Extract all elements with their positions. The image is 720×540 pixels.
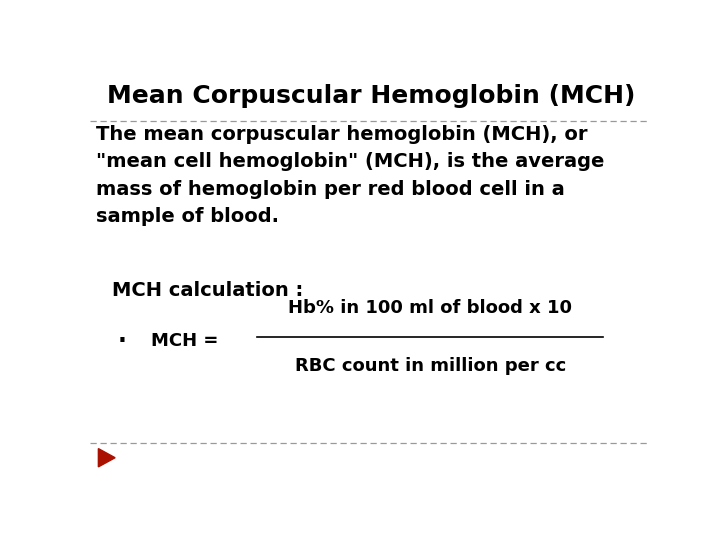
Text: Mean Corpuscular Hemoglobin (MCH): Mean Corpuscular Hemoglobin (MCH)	[107, 84, 635, 107]
Polygon shape	[99, 449, 115, 467]
Text: MCH calculation :: MCH calculation :	[112, 281, 304, 300]
Text: The mean corpuscular hemoglobin (MCH), or
"mean cell hemoglobin" (MCH), is the a: The mean corpuscular hemoglobin (MCH), o…	[96, 125, 604, 226]
Text: RBC count in million per cc: RBC count in million per cc	[294, 357, 566, 375]
Text: MCH =: MCH =	[151, 332, 219, 350]
Text: ·: ·	[118, 329, 127, 353]
Text: Hb% in 100 ml of blood x 10: Hb% in 100 ml of blood x 10	[289, 299, 572, 317]
